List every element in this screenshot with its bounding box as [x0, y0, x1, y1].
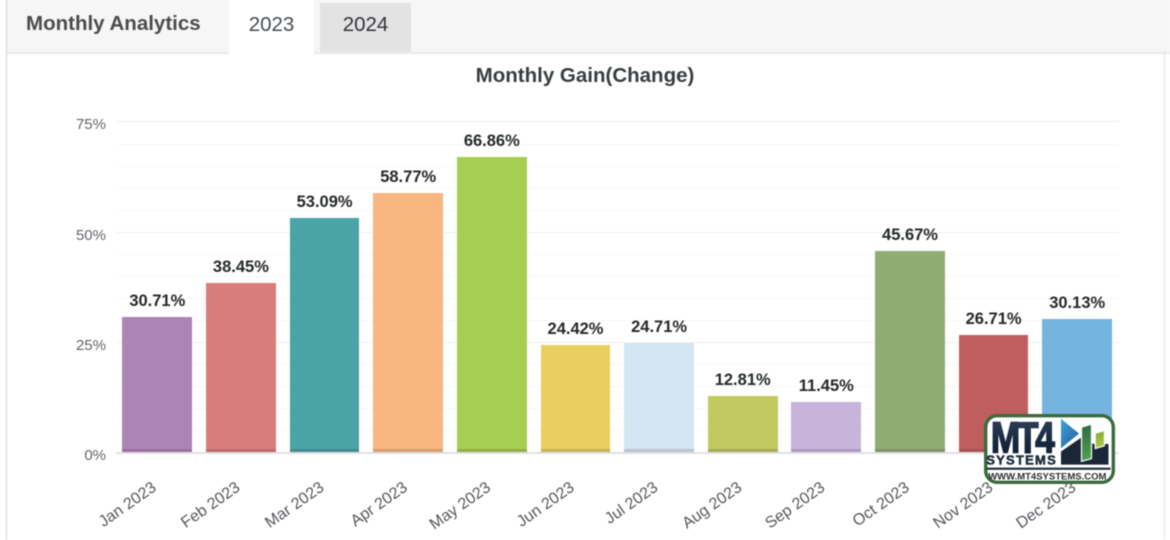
svg-text:WWW.MT4SYSTEMS.COM: WWW.MT4SYSTEMS.COM	[988, 471, 1106, 482]
svg-text:SYSTEMS: SYSTEMS	[986, 452, 1057, 467]
svg-text:MT4: MT4	[991, 414, 1055, 462]
